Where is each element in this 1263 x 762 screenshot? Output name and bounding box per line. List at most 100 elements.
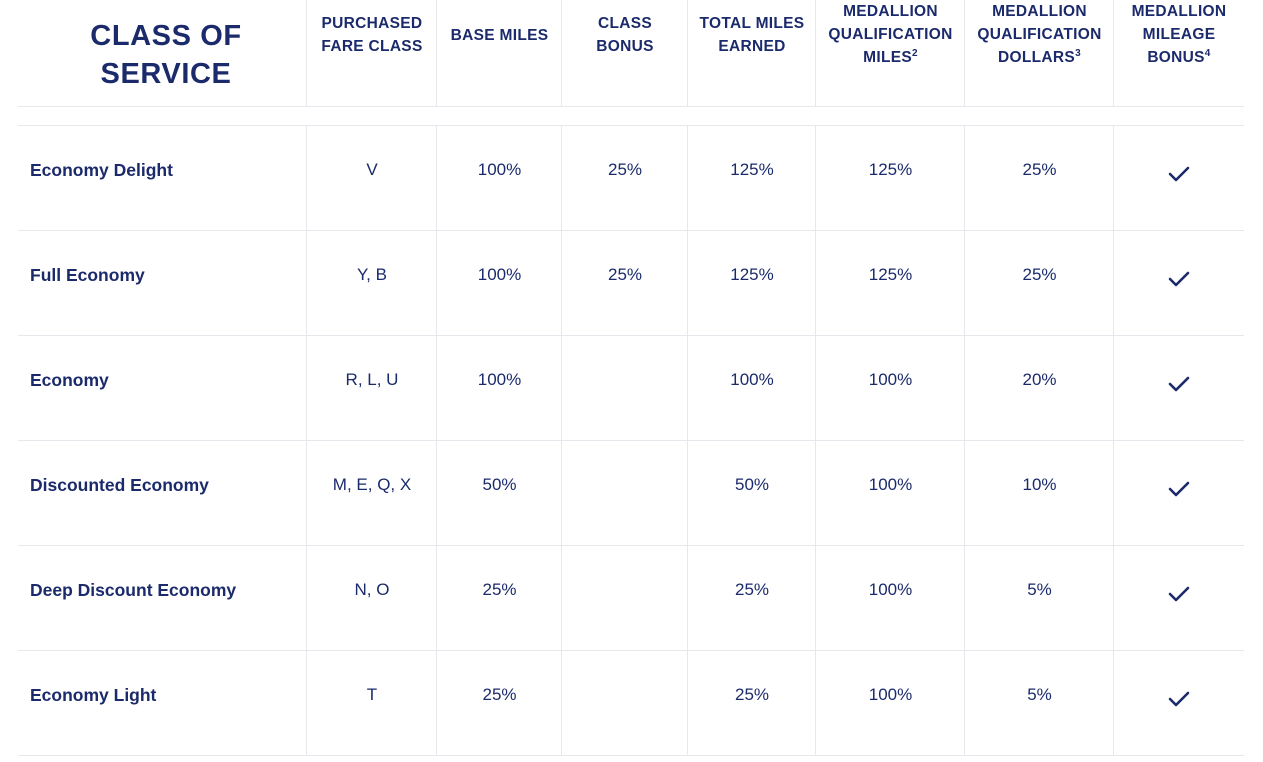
column-divider (436, 440, 437, 545)
column-divider (561, 125, 562, 230)
column-divider (1113, 230, 1114, 335)
table-row: Deep Discount Economy N, O 25% 25% 100% 5% (18, 545, 1244, 651)
cell-mqd: 10% (1022, 475, 1057, 494)
column-divider (964, 0, 965, 106)
column-divider (306, 650, 307, 755)
column-header-6: MEDALLION QUALIFICATION DOLLARS3 (965, 0, 1114, 106)
cell-class-bonus (562, 545, 688, 650)
column-divider (436, 230, 437, 335)
column-divider (1113, 440, 1114, 545)
cell-total-miles: 125% (730, 160, 774, 179)
column-divider (436, 545, 437, 650)
cell-mqd: 20% (1022, 370, 1057, 389)
column-divider (306, 440, 307, 545)
column-divider (687, 230, 688, 335)
cell-mileage-bonus (1114, 335, 1244, 440)
column-divider (687, 335, 688, 440)
column-divider (436, 125, 437, 230)
footnote-marker: 4 (1204, 47, 1211, 59)
cell-fare-class: R, L, U (345, 370, 399, 389)
column-header-5: MEDALLION QUALIFICATION MILES2 (816, 0, 965, 106)
class-name-cell: Economy Delight (30, 160, 173, 180)
cell-mileage-bonus (1114, 650, 1244, 755)
cell-fare-class: V (366, 160, 378, 179)
cell-mqd: 25% (1022, 265, 1057, 284)
column-divider (964, 545, 965, 650)
cell-mileage-bonus (1114, 230, 1244, 335)
column-divider (1113, 545, 1114, 650)
cell-mqm: 125% (868, 265, 913, 284)
cell-total-miles: 25% (734, 685, 770, 704)
column-header-4: TOTAL MILES EARNED (688, 0, 816, 106)
check-icon (1168, 691, 1190, 707)
cell-mileage-bonus (1114, 545, 1244, 650)
column-divider (436, 0, 437, 106)
cell-class-bonus (562, 440, 688, 545)
column-header-line: MILES (863, 49, 912, 66)
cell-class-bonus (562, 335, 688, 440)
cell-base-miles: 25% (482, 685, 517, 704)
column-divider (1113, 125, 1114, 230)
column-divider (561, 0, 562, 106)
column-divider (964, 230, 965, 335)
column-divider (964, 125, 965, 230)
column-divider (687, 545, 688, 650)
column-divider (964, 440, 965, 545)
class-name-cell: Economy Light (30, 685, 157, 705)
cell-mqd: 5% (1027, 580, 1052, 599)
cell-total-miles: 25% (734, 580, 770, 599)
column-header-line: MEDALLION (1131, 3, 1227, 20)
column-header-line: DOLLARS (998, 49, 1076, 66)
check-icon (1168, 481, 1190, 497)
column-divider (561, 650, 562, 755)
column-divider (306, 230, 307, 335)
column-header-7: MEDALLION MILEAGE BONUS4 (1114, 0, 1244, 106)
column-header-line: BONUS (1147, 49, 1205, 66)
table-title: CLASS OF SERVICE (90, 20, 242, 90)
cell-fare-class: T (366, 685, 378, 704)
cell-base-miles: 100% (477, 370, 522, 389)
cell-mqm: 100% (868, 580, 913, 599)
column-header-line: FARE CLASS (321, 38, 423, 55)
cell-total-miles: 50% (734, 475, 770, 494)
column-divider (964, 335, 965, 440)
column-divider (1113, 0, 1114, 106)
column-divider (815, 440, 816, 545)
column-divider (815, 230, 816, 335)
class-name-cell: Full Economy (30, 265, 145, 285)
table-row: Discounted Economy M, E, Q, X 50% 50% 100% 10… (18, 440, 1244, 546)
column-header-line: MEDALLION (843, 3, 938, 20)
column-divider (1113, 335, 1114, 440)
cell-base-miles: 25% (482, 580, 517, 599)
cell-class-bonus: 25% (607, 160, 643, 179)
cell-mqm: 100% (868, 475, 913, 494)
class-name-cell: Economy (30, 370, 109, 390)
check-icon (1168, 271, 1190, 287)
cell-mqm: 100% (868, 370, 913, 389)
column-header-line: MILEAGE (1142, 26, 1216, 43)
column-header-line: EARNED (718, 38, 786, 55)
column-divider (815, 125, 816, 230)
column-divider (306, 335, 307, 440)
cell-fare-class: M, E, Q, X (332, 475, 412, 494)
column-divider (1113, 650, 1114, 755)
table-row: Full Economy Y, B 100% 25% 125% 125% 25% (18, 230, 1244, 336)
cell-total-miles: 100% (730, 370, 774, 389)
footnote-marker: 2 (912, 47, 918, 59)
cell-mqm: 125% (868, 160, 913, 179)
column-header-1: PURCHASED FARE CLASS (307, 0, 437, 106)
cell-base-miles: 100% (477, 265, 522, 284)
column-divider (815, 0, 816, 106)
column-divider (436, 335, 437, 440)
column-header-line: MEDALLION (992, 3, 1087, 20)
table-row: Economy Light T 25% 25% 100% 5% (18, 650, 1244, 756)
column-header-line: TOTAL MILES (699, 15, 805, 32)
cell-fare-class: N, O (354, 580, 390, 599)
column-divider (815, 545, 816, 650)
column-header-2: BASE MILES (437, 0, 562, 106)
column-divider (815, 650, 816, 755)
class-name-cell: Deep Discount Economy (30, 580, 237, 600)
cell-mqm: 100% (868, 685, 913, 704)
cell-fare-class: Y, B (357, 265, 387, 284)
check-icon (1168, 586, 1190, 602)
